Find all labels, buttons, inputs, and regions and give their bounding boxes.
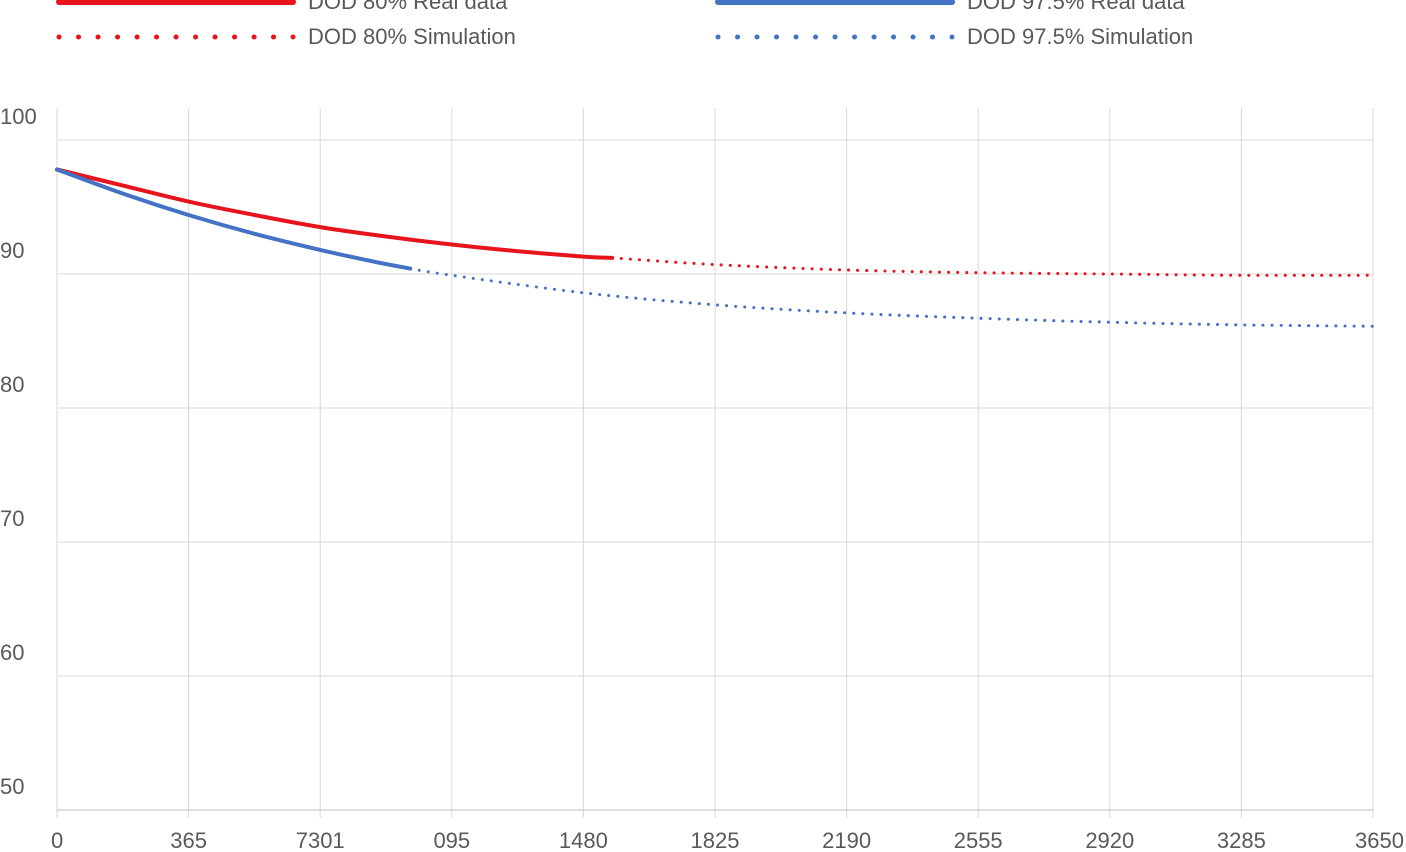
y-tick-label: 80 [0,372,24,397]
x-tick-label: 2555 [954,828,1003,852]
x-tick-label: 3650 [1355,828,1404,852]
x-tick-label: 1825 [691,828,740,852]
x-tick-label: 0 [51,828,63,852]
y-tick-label: 60 [0,640,24,665]
y-tick-label: 100 [0,104,37,129]
series-lines [55,167,1375,328]
x-tick-label: 095 [433,828,470,852]
legend-label: DOD 80% Real data [308,0,508,14]
series-line [55,167,615,260]
x-axis-ticks: 0 365 7301 095 1480 1825 2190 2555 2920 3285 3650 [51,828,1404,852]
series-line [408,267,1375,328]
grid-lines [56,108,1374,818]
y-tick-label: 70 [0,506,24,531]
x-tick-label: 7301 [296,828,345,852]
series-line [55,167,413,271]
x-tick-label: 2920 [1085,828,1134,852]
y-tick-label: 50 [0,774,24,799]
x-tick-label: 365 [170,828,207,852]
legend-label: DOD 80% Simulation [308,24,516,49]
y-tick-label: 90 [0,238,24,263]
y-axis-ticks: 100 90 80 70 60 50 [0,104,37,799]
x-tick-label: 2190 [822,828,871,852]
x-tick-label: 1480 [559,828,608,852]
x-tick-label: 3285 [1217,828,1266,852]
legend-label: DOD 97.5% Real data [967,0,1185,14]
legend-label: DOD 97.5% Simulation [967,24,1193,49]
legend: DOD 80% Real data DOD 97.5% Real data DOD … [56,0,1193,49]
series-line [610,256,1375,277]
